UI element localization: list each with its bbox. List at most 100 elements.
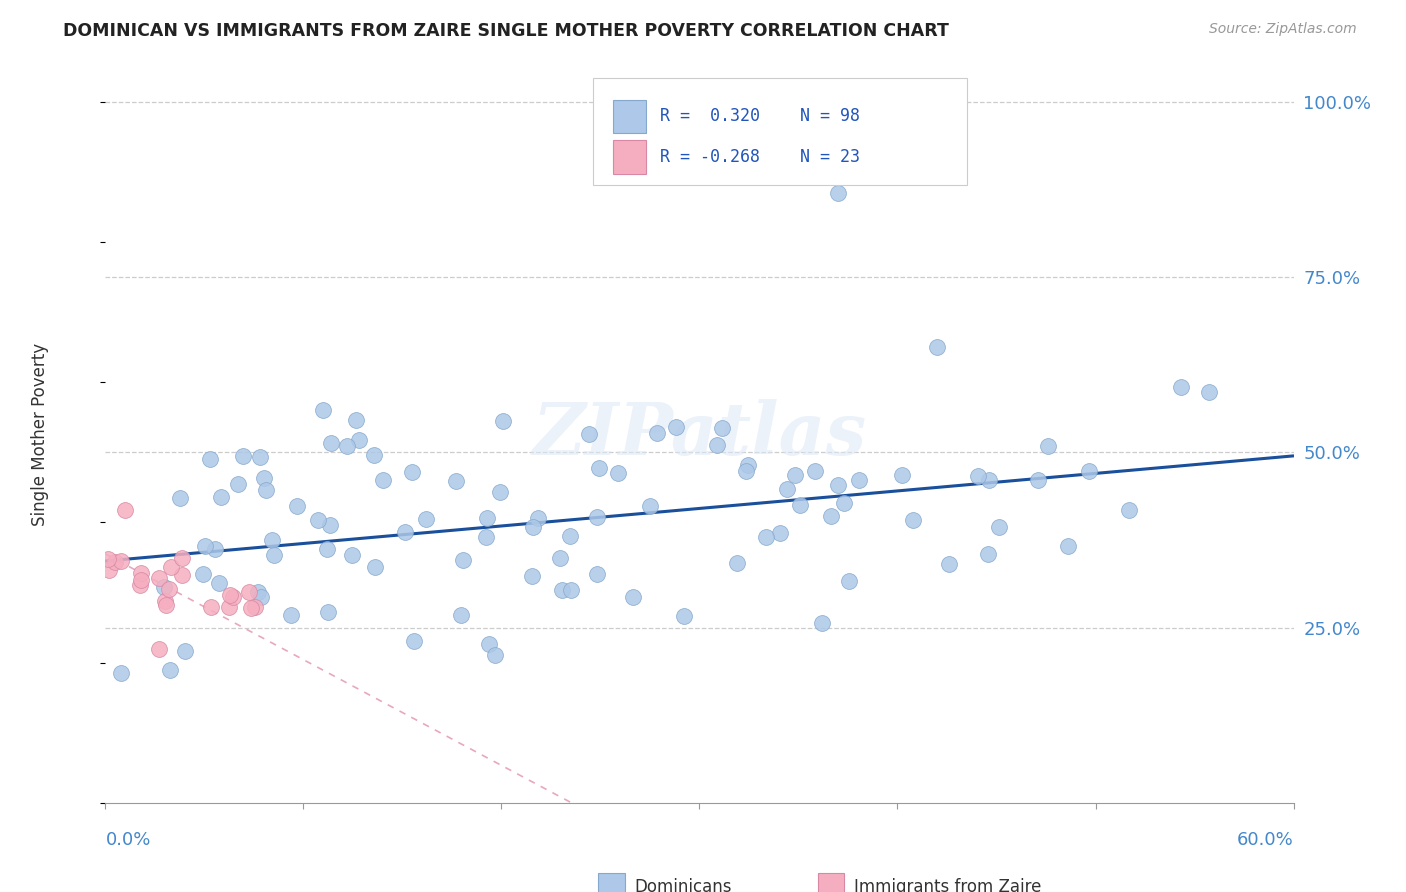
Point bbox=[312, 403, 335, 417]
Point bbox=[340, 548, 363, 562]
Point bbox=[232, 449, 254, 463]
Point bbox=[450, 607, 472, 622]
Point bbox=[318, 518, 340, 533]
Point bbox=[321, 436, 343, 450]
Point bbox=[219, 588, 242, 602]
Point bbox=[204, 541, 226, 556]
Point bbox=[262, 533, 284, 548]
Point bbox=[218, 599, 240, 614]
Point bbox=[735, 464, 758, 478]
Point bbox=[110, 554, 132, 568]
Text: R =  0.320    N = 98: R = 0.320 N = 98 bbox=[661, 107, 860, 125]
Point bbox=[834, 496, 856, 510]
Point bbox=[250, 590, 273, 604]
Point bbox=[344, 413, 367, 427]
Point bbox=[104, 555, 127, 569]
Point bbox=[172, 550, 194, 565]
Bar bbox=[613, 100, 645, 133]
Point bbox=[363, 448, 385, 462]
Point bbox=[208, 575, 231, 590]
Point bbox=[492, 414, 515, 428]
Point bbox=[588, 460, 610, 475]
Point bbox=[820, 509, 842, 524]
Point bbox=[191, 567, 214, 582]
Point bbox=[254, 483, 277, 497]
Point bbox=[200, 452, 222, 467]
Text: Source: ZipAtlas.com: Source: ZipAtlas.com bbox=[1209, 22, 1357, 37]
Point bbox=[249, 450, 271, 464]
Point bbox=[160, 560, 183, 574]
Text: Immigrants from Zaire: Immigrants from Zaire bbox=[853, 879, 1042, 892]
Point bbox=[1038, 439, 1060, 453]
Point bbox=[1198, 385, 1220, 400]
Point bbox=[827, 186, 849, 200]
Point bbox=[307, 513, 329, 527]
Point bbox=[129, 578, 152, 592]
Point bbox=[193, 539, 215, 553]
Point bbox=[789, 498, 811, 512]
Point bbox=[98, 563, 121, 577]
Point bbox=[901, 513, 924, 527]
Bar bbox=[818, 872, 845, 892]
Point bbox=[484, 648, 506, 663]
Point bbox=[253, 471, 276, 485]
Point bbox=[478, 637, 501, 651]
Point bbox=[153, 580, 176, 594]
Point bbox=[560, 529, 582, 543]
Point bbox=[706, 438, 728, 452]
Point bbox=[97, 552, 120, 566]
Point bbox=[285, 500, 308, 514]
Point bbox=[548, 550, 571, 565]
Point bbox=[607, 467, 630, 481]
Point bbox=[169, 491, 191, 505]
Point bbox=[811, 616, 834, 631]
Text: 0.0%: 0.0% bbox=[105, 830, 150, 849]
Point bbox=[586, 567, 609, 582]
Point bbox=[1026, 473, 1049, 487]
Point bbox=[1078, 464, 1101, 478]
Point bbox=[938, 557, 960, 571]
Point bbox=[364, 559, 387, 574]
Point bbox=[776, 482, 799, 496]
Point bbox=[966, 469, 988, 483]
Point bbox=[401, 465, 423, 479]
Point bbox=[785, 467, 807, 482]
Point bbox=[263, 548, 285, 562]
Point bbox=[977, 473, 1000, 487]
Point bbox=[394, 524, 416, 539]
Point bbox=[240, 600, 263, 615]
Point bbox=[247, 585, 270, 599]
Point bbox=[451, 553, 474, 567]
Point bbox=[551, 582, 574, 597]
Point bbox=[159, 663, 181, 677]
Point bbox=[977, 547, 1000, 561]
Point bbox=[148, 571, 170, 585]
Point bbox=[129, 573, 152, 587]
Point bbox=[672, 609, 695, 624]
Text: ZIPatlas: ZIPatlas bbox=[533, 400, 866, 470]
Point bbox=[415, 511, 437, 525]
Point bbox=[560, 583, 582, 598]
Text: Dominicans: Dominicans bbox=[634, 879, 731, 892]
Point bbox=[755, 530, 778, 544]
Point bbox=[623, 590, 645, 604]
Point bbox=[475, 530, 498, 544]
Point bbox=[527, 511, 550, 525]
Point bbox=[209, 490, 232, 504]
Point bbox=[827, 478, 849, 492]
Point bbox=[489, 484, 512, 499]
Point bbox=[665, 420, 688, 434]
Point bbox=[988, 520, 1011, 534]
Text: 60.0%: 60.0% bbox=[1237, 830, 1294, 849]
Point bbox=[110, 665, 132, 680]
Point bbox=[114, 503, 136, 517]
Point bbox=[347, 433, 370, 447]
Point bbox=[1118, 503, 1140, 517]
Point bbox=[226, 477, 249, 491]
Point bbox=[1170, 380, 1192, 394]
Point bbox=[280, 607, 302, 622]
FancyBboxPatch shape bbox=[592, 78, 967, 185]
Point bbox=[890, 468, 912, 483]
Point bbox=[710, 421, 733, 435]
Point bbox=[522, 519, 544, 533]
